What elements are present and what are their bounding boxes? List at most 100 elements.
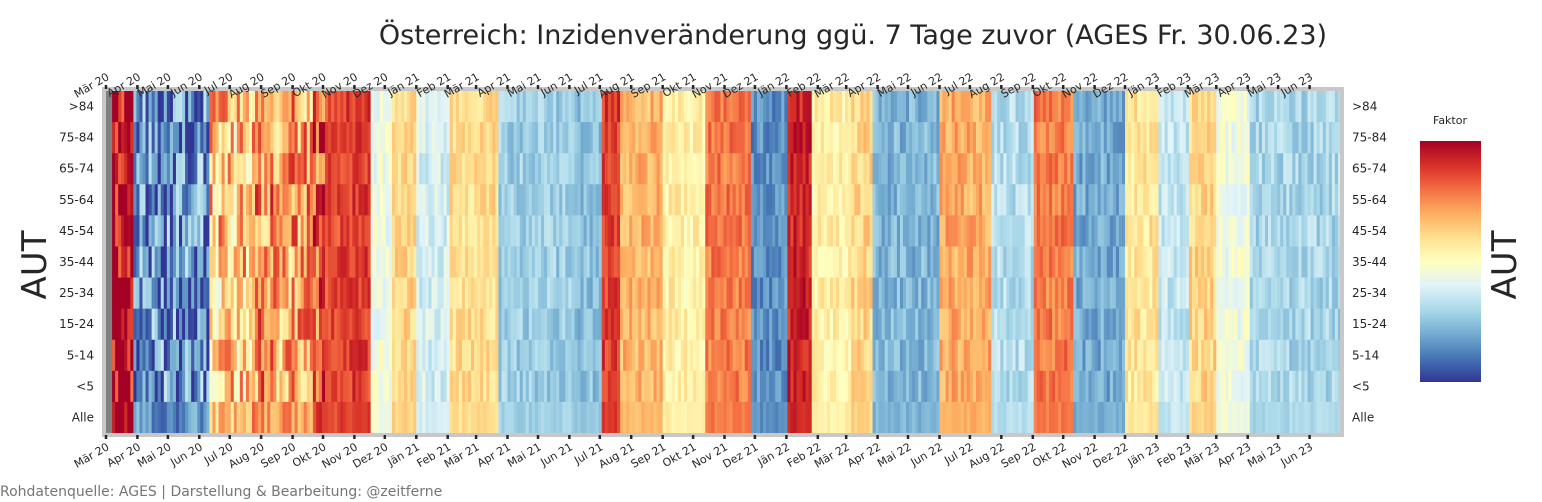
heatmap-cell bbox=[398, 153, 402, 185]
heatmap-cell bbox=[1061, 184, 1065, 216]
heatmap-cell bbox=[1064, 91, 1068, 123]
heatmap-cell bbox=[443, 246, 448, 279]
heatmap-cell bbox=[279, 91, 284, 123]
heatmap-cell bbox=[1118, 184, 1123, 216]
heatmap-cell bbox=[705, 91, 709, 123]
heatmap-cell bbox=[568, 277, 573, 310]
heatmap-cell bbox=[1137, 215, 1141, 247]
heatmap-cell bbox=[1304, 370, 1309, 403]
heatmap-cell bbox=[811, 91, 816, 123]
heatmap-cell bbox=[586, 370, 591, 403]
heatmap-cell bbox=[589, 308, 594, 341]
heatmap-cell bbox=[1161, 339, 1166, 372]
heatmap-cell bbox=[501, 184, 506, 216]
heatmap-cell bbox=[1219, 246, 1223, 279]
heatmap-cell bbox=[969, 153, 974, 185]
heatmap-cell bbox=[738, 246, 743, 279]
heatmap-cell bbox=[224, 401, 229, 434]
heatmap-cell bbox=[1231, 246, 1236, 279]
heatmap-cell bbox=[1045, 215, 1050, 247]
heatmap-cell bbox=[951, 339, 956, 372]
heatmap-cell bbox=[635, 401, 639, 434]
heatmap-cell bbox=[501, 215, 506, 247]
heatmap-cell bbox=[1128, 91, 1132, 123]
heatmap-cell bbox=[157, 339, 162, 372]
heatmap-cell bbox=[1039, 401, 1044, 434]
heatmap-cell bbox=[312, 184, 317, 216]
heatmap-cell bbox=[185, 91, 189, 123]
heatmap-cell bbox=[887, 339, 892, 372]
heatmap-cell bbox=[294, 308, 299, 341]
heatmap-cell bbox=[966, 91, 971, 123]
heatmap-cell bbox=[239, 91, 244, 123]
heatmap-cell bbox=[236, 277, 241, 310]
heatmap-cell bbox=[525, 215, 530, 247]
heatmap-cell bbox=[1255, 246, 1260, 279]
heatmap-cell bbox=[382, 308, 387, 341]
heatmap-cell bbox=[139, 339, 144, 372]
heatmap-cell bbox=[580, 370, 585, 403]
heatmap-cell bbox=[1012, 339, 1017, 372]
heatmap-cell bbox=[312, 401, 317, 434]
heatmap-cell bbox=[255, 339, 259, 372]
heatmap-cell bbox=[264, 308, 268, 341]
heatmap-cell bbox=[750, 277, 755, 310]
heatmap-cell bbox=[869, 153, 874, 185]
heatmap-cell bbox=[501, 308, 506, 341]
heatmap-cell bbox=[1328, 184, 1333, 216]
heatmap-cell bbox=[741, 308, 746, 341]
heatmap-cell bbox=[504, 308, 509, 341]
heatmap-cell bbox=[1316, 215, 1321, 247]
heatmap-cell bbox=[358, 153, 363, 185]
heatmap-cell bbox=[750, 401, 755, 434]
heatmap-cell bbox=[1134, 308, 1138, 341]
heatmap-cell bbox=[1112, 308, 1117, 341]
heatmap-cell bbox=[726, 153, 731, 185]
heatmap-cell bbox=[133, 277, 138, 310]
heatmap-cell bbox=[142, 91, 147, 123]
heatmap-cell bbox=[869, 339, 874, 372]
heatmap-cell bbox=[431, 215, 436, 247]
heatmap-cell bbox=[921, 122, 925, 154]
heatmap-cell bbox=[969, 215, 974, 247]
heatmap-cell bbox=[674, 401, 679, 434]
heatmap-cell bbox=[1137, 339, 1141, 372]
heatmap-cell bbox=[1210, 246, 1214, 279]
heatmap-cell bbox=[1280, 277, 1284, 310]
heatmap-cell bbox=[115, 153, 119, 185]
heatmap-cell bbox=[1201, 122, 1205, 154]
heatmap-cell bbox=[136, 277, 141, 310]
heatmap-cell bbox=[182, 215, 186, 247]
heatmap-cell bbox=[115, 277, 119, 310]
heatmap-cell bbox=[991, 246, 995, 279]
heatmap-cell bbox=[273, 339, 277, 372]
heatmap-cell bbox=[772, 308, 776, 341]
heatmap-cell bbox=[160, 91, 165, 123]
heatmap-cell bbox=[1188, 277, 1193, 310]
heatmap-cell bbox=[318, 370, 323, 403]
heatmap-cell bbox=[270, 401, 274, 434]
heatmap-cell bbox=[367, 215, 372, 247]
heatmap-cell bbox=[851, 246, 855, 279]
heatmap-cell bbox=[732, 246, 737, 279]
heatmap-cell bbox=[467, 153, 472, 185]
heatmap-cell bbox=[1334, 215, 1339, 247]
heatmap-cell bbox=[148, 370, 153, 403]
heatmap-cell bbox=[833, 277, 837, 310]
heatmap-cell bbox=[163, 277, 168, 310]
heatmap-cell bbox=[1134, 370, 1138, 403]
heatmap-cell bbox=[1021, 91, 1026, 123]
heatmap-cell bbox=[1198, 91, 1202, 123]
heatmap-cell bbox=[583, 370, 588, 403]
heatmap-cell bbox=[443, 153, 448, 185]
heatmap-cell bbox=[969, 370, 974, 403]
heatmap-cell bbox=[693, 122, 697, 154]
heatmap-cell bbox=[370, 153, 375, 185]
heatmap-cell bbox=[1064, 339, 1068, 372]
heatmap-cell bbox=[343, 215, 347, 247]
heatmap-cell bbox=[708, 122, 712, 154]
heatmap-cell bbox=[221, 308, 226, 341]
heatmap-cell bbox=[1000, 308, 1004, 341]
heatmap-cell bbox=[836, 339, 840, 372]
heatmap-cell bbox=[948, 370, 953, 403]
